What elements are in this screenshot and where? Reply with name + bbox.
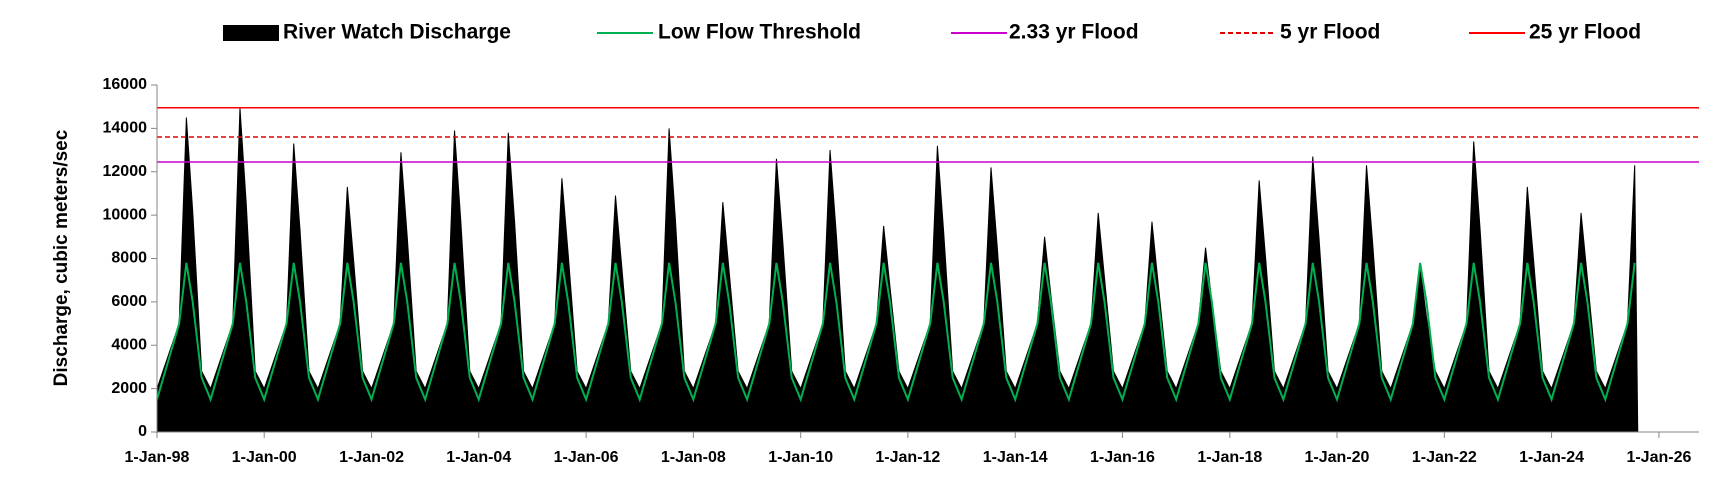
x-tick-label: 1-Jan-18	[1197, 449, 1262, 466]
y-tick-label: 14000	[103, 120, 148, 137]
x-tick-label: 1-Jan-10	[768, 449, 833, 466]
x-tick-label: 1-Jan-06	[554, 449, 619, 466]
x-tick-label: 1-Jan-12	[875, 449, 940, 466]
y-tick-label: 0	[138, 423, 147, 440]
legend-label: Low Flow Threshold	[658, 21, 861, 44]
y-axis-label: Discharge, cubic meters/sec	[51, 129, 72, 386]
y-tick-label: 10000	[103, 206, 148, 223]
y-tick-label: 6000	[111, 293, 147, 310]
x-tick-label: 1-Jan-24	[1519, 449, 1584, 466]
legend-label: 25 yr Flood	[1529, 21, 1641, 44]
y-tick-label: 4000	[111, 336, 147, 353]
x-tick-label: 1-Jan-20	[1305, 449, 1370, 466]
x-tick-label: 1-Jan-16	[1090, 449, 1155, 466]
legend-label: River Watch Discharge	[283, 21, 511, 44]
x-tick-label: 1-Jan-26	[1626, 449, 1691, 466]
x-tick-label: 1-Jan-14	[983, 449, 1048, 466]
discharge-area	[156, 107, 1653, 433]
y-tick-label: 2000	[111, 380, 147, 397]
threshold-line	[156, 262, 1636, 403]
x-tick-label: 1-Jan-98	[125, 449, 190, 466]
y-tick-label: 8000	[111, 250, 147, 267]
x-tick-label: 1-Jan-22	[1412, 449, 1477, 466]
legend-label: 2.33 yr Flood	[1009, 21, 1139, 44]
x-tick-label: 1-Jan-08	[661, 449, 726, 466]
x-tick-label: 1-Jan-04	[446, 449, 511, 466]
x-tick-label: 1-Jan-02	[339, 449, 404, 466]
legend-swatch	[223, 25, 279, 41]
x-tick-label: 1-Jan-00	[232, 449, 297, 466]
y-tick-label: 16000	[103, 76, 148, 93]
y-tick-label: 12000	[103, 163, 148, 180]
legend-label: 5 yr Flood	[1280, 21, 1380, 44]
